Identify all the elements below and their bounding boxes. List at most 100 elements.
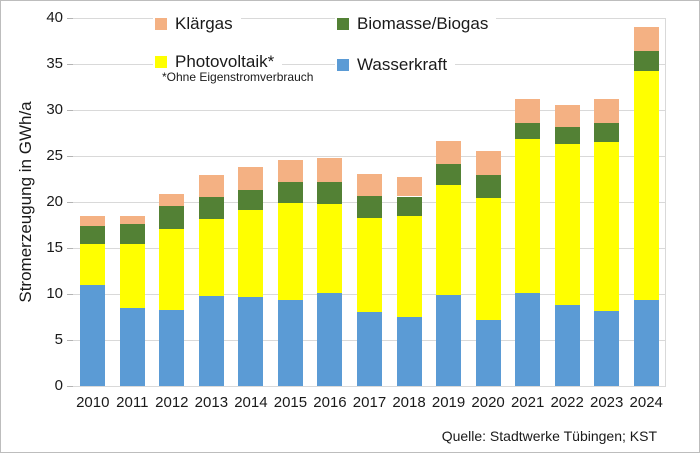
bar-2019-klrgas [436,141,462,165]
bar-2023-biomassebiogas [594,122,620,143]
y-axis-label-0: 0 [54,377,63,394]
bar-2014-wasserkraft [238,296,264,386]
x-axis-label-2022: 2022 [550,394,584,411]
wasserkraft-swatch-icon [337,59,349,71]
y-axis-label-40: 40 [46,9,63,26]
bar-2017-wasserkraft [357,312,382,386]
bar-2020-biomassebiogas [475,175,501,199]
bar-2016-wasserkraft [317,293,343,386]
y-axis-label-15: 15 [46,239,63,256]
bar-2020-photovoltaik [475,198,501,320]
y-tick-20 [67,201,73,203]
x-axis-label-2014: 2014 [234,394,268,411]
legend-label: Klärgas [175,14,233,33]
legend-item-biomasse: Biomasse/Biogas [335,12,497,36]
bar-2024-klrgas [633,27,659,52]
bar-2021-klrgas [515,98,541,123]
x-axis-label-2024: 2024 [629,394,663,411]
bar-2012-klrgas [159,193,185,206]
bar-2022-biomassebiogas [554,126,580,145]
y-axis-label-10: 10 [46,285,63,302]
bar-2012-photovoltaik [159,228,185,310]
bar-2024-photovoltaik [633,71,659,301]
legend-label: Biomasse/Biogas [357,14,489,33]
bar-2010-biomassebiogas [80,225,106,245]
y-axis-label-25: 25 [46,147,63,164]
bar-2021-photovoltaik [515,139,541,294]
bar-2015-klrgas [277,159,303,182]
legend-label: Photovoltaik* [175,52,275,71]
bar-2018-wasserkraft [396,317,422,386]
bar-2014-photovoltaik [238,210,264,297]
bar-2016-photovoltaik [317,203,343,294]
bar-2022-wasserkraft [554,305,580,386]
bar-2012-biomassebiogas [159,205,185,229]
bar-2019-wasserkraft [436,294,462,386]
y-axis-label-30: 30 [46,101,63,118]
gridline-30 [73,109,666,111]
bar-2023-photovoltaik [594,142,620,311]
source-caption: Quelle: Stadtwerke Tübingen; KST [441,428,657,444]
x-axis-label-2010: 2010 [76,394,110,411]
klaergas-swatch-icon [155,18,167,30]
bar-2011-biomassebiogas [119,224,145,245]
legend-item-klaergas: Klärgas [153,12,241,36]
bar-2019-biomassebiogas [436,164,462,186]
y-axis-label-35: 35 [46,55,63,72]
bar-2011-wasserkraft [119,307,145,386]
bar-2013-klrgas [198,175,224,198]
biomasse-swatch-icon [337,18,349,30]
legend-footnote: *Ohne Eigenstromverbrauch [162,70,318,84]
y-tick-30 [67,109,73,111]
y-tick-40 [67,17,73,19]
bar-2015-photovoltaik [277,202,303,301]
y-tick-35 [67,63,73,65]
y-tick-0 [67,385,73,387]
bar-2015-biomassebiogas [277,181,303,203]
x-axis-label-2023: 2023 [590,394,624,411]
bar-2019-photovoltaik [436,185,462,295]
x-axis-label-2011: 2011 [116,394,149,411]
bar-2014-klrgas [238,167,264,191]
y-tick-5 [67,339,73,341]
x-axis-label-2013: 2013 [194,394,229,411]
bar-2017-klrgas [357,174,382,196]
x-axis-label-2017: 2017 [352,394,387,411]
legend-item-wasserkraft: Wasserkraft [335,53,456,77]
x-axis-label-2019: 2019 [431,394,466,411]
bar-2013-photovoltaik [198,219,224,296]
bar-2010-klrgas [80,215,106,226]
bar-2017-photovoltaik [357,217,382,313]
bar-2024-biomassebiogas [633,51,659,72]
bar-2011-photovoltaik [119,244,145,308]
x-axis-label-2020: 2020 [471,394,505,411]
bar-2021-biomassebiogas [515,122,541,140]
legend-label: Wasserkraft [357,55,448,74]
gridline-25 [73,155,666,157]
bar-2018-photovoltaik [396,215,422,317]
x-axis-label-2021: 2021 [510,394,545,411]
bar-2022-photovoltaik [554,144,580,306]
x-axis-label-2016: 2016 [313,394,347,411]
y-axis-label-5: 5 [54,331,63,348]
bar-2010-wasserkraft [80,284,106,386]
bar-2021-wasserkraft [515,293,541,386]
photovoltaik-swatch-icon [155,56,167,68]
y-tick-25 [67,155,73,157]
bar-2022-klrgas [554,105,580,127]
bar-2024-wasserkraft [633,300,659,386]
bar-2015-wasserkraft [277,300,303,386]
bar-2016-biomassebiogas [317,181,343,204]
bar-2023-klrgas [594,98,620,123]
x-axis-label-2018: 2018 [392,394,426,411]
bar-2011-klrgas [119,215,145,225]
bar-2020-wasserkraft [475,319,501,386]
bar-2016-klrgas [317,157,343,182]
bar-2020-klrgas [475,151,501,176]
plot-area [73,17,666,387]
bar-2012-wasserkraft [159,309,185,386]
y-tick-10 [67,293,73,295]
bar-2014-biomassebiogas [238,190,264,211]
gridline-0 [73,385,666,387]
